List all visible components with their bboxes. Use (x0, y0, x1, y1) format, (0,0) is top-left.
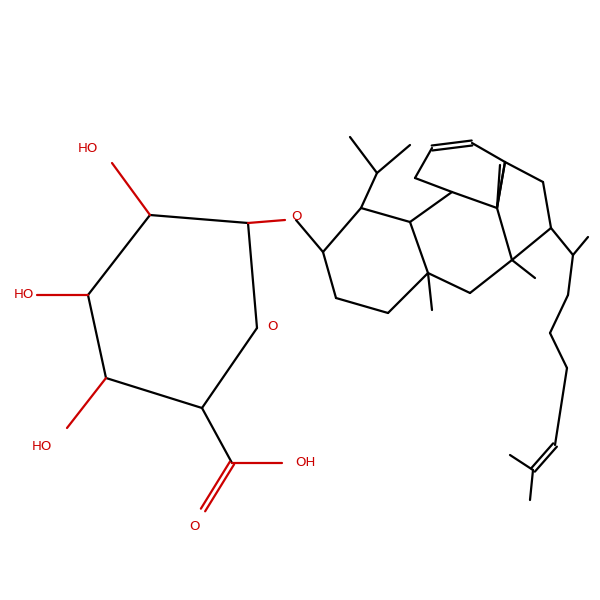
Text: O: O (267, 319, 277, 332)
Text: OH: OH (295, 457, 315, 469)
Text: HO: HO (32, 440, 52, 454)
Text: HO: HO (14, 289, 34, 301)
Text: O: O (292, 211, 302, 223)
Text: O: O (190, 520, 200, 533)
Text: HO: HO (78, 142, 98, 154)
